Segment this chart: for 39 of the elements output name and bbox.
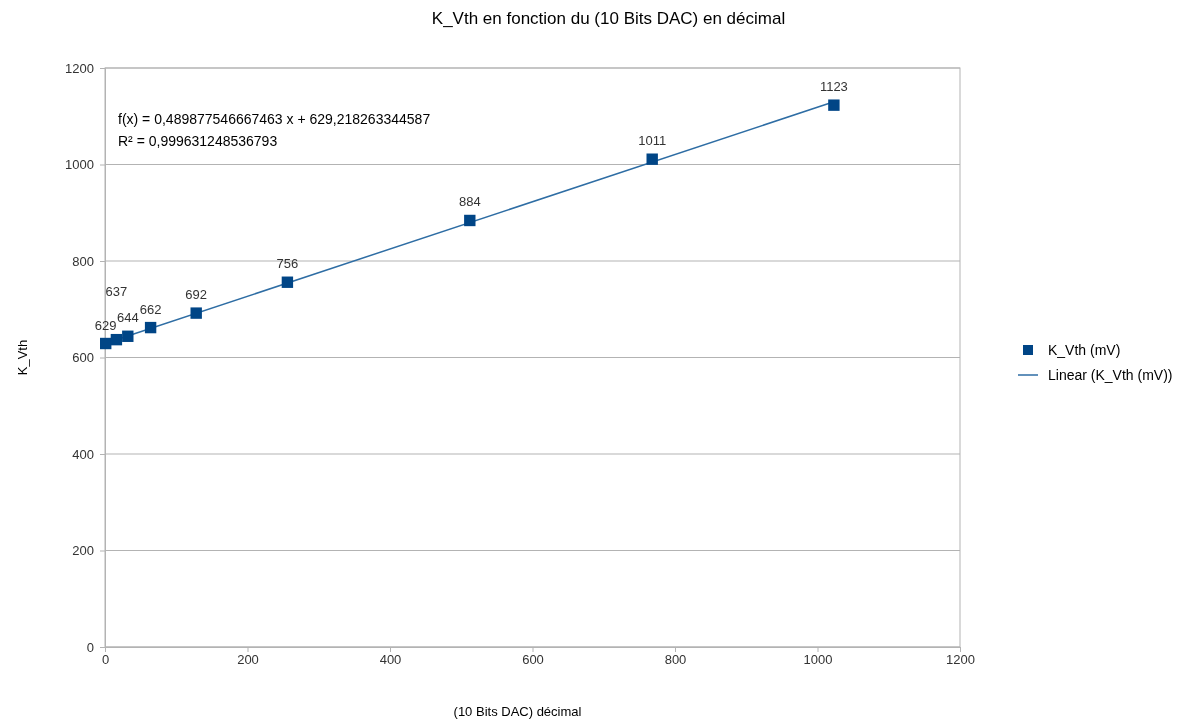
- y-tick-label: 800: [72, 253, 94, 269]
- y-axis-title: K_Vth: [15, 339, 30, 376]
- point: [646, 153, 658, 165]
- data-label: 637: [105, 283, 128, 299]
- x-tick-label: 800: [664, 652, 687, 668]
- annotation: f(x) = 0,489877546667463 x + 629,218263344587: [118, 111, 431, 127]
- y-tick-label: 0: [86, 639, 94, 655]
- point: [190, 307, 202, 319]
- y-tick-label: 200: [72, 543, 94, 559]
- data-label: 1123: [819, 79, 848, 95]
- data-label: 756: [276, 256, 299, 272]
- x-tick-label: 1000: [803, 652, 833, 668]
- legend-label: K_Vth (mV): [1048, 342, 1121, 358]
- y-tick-label: 400: [72, 446, 94, 462]
- point: [100, 337, 112, 350]
- annotation: R² = 0,999631248536793: [118, 133, 278, 149]
- point: [281, 276, 294, 288]
- y-tick-label: 600: [72, 350, 94, 366]
- x-tick-label: 600: [522, 652, 544, 668]
- x-tick-label: 0: [101, 652, 110, 668]
- data-label: 644: [116, 310, 139, 326]
- y-tick-label: 1000: [65, 157, 94, 173]
- point: [144, 321, 157, 334]
- x-axis-title: (10 Bits DAC) décimal: [453, 704, 582, 719]
- x-tick-label: 1200: [946, 652, 975, 668]
- x-tick-label: 200: [237, 652, 259, 668]
- data-label: 1011: [638, 133, 667, 149]
- point: [464, 214, 476, 227]
- data-label: 629: [94, 317, 117, 333]
- chart-title: K_Vth en fonction du (10 Bits DAC) en décimal: [431, 9, 786, 28]
- x-tick-label: 400: [379, 652, 402, 668]
- y-tick-label: 1200: [65, 60, 94, 76]
- point: [122, 330, 134, 342]
- point: [110, 333, 123, 346]
- data-label: 884: [458, 194, 481, 210]
- data-label: 662: [139, 301, 162, 317]
- legend-label: Linear (K_Vth (mV)): [1048, 367, 1173, 383]
- data-label: 692: [185, 287, 208, 303]
- point: [828, 99, 840, 111]
